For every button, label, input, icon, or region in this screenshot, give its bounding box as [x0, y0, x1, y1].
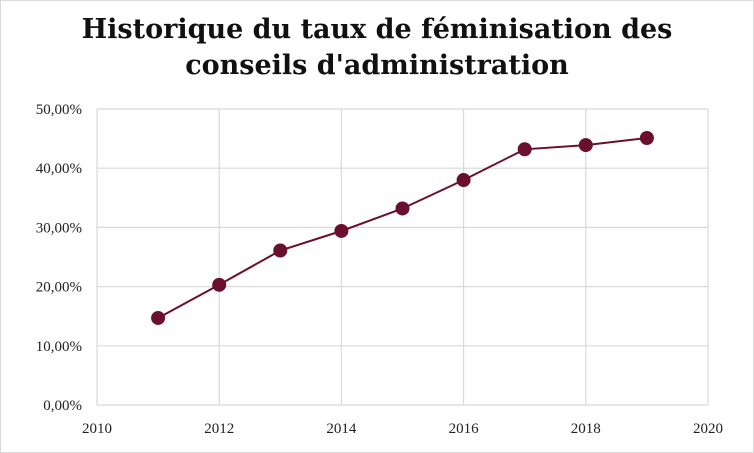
data-point — [517, 142, 532, 157]
data-point — [334, 223, 349, 238]
y-tick-label: 40,00% — [36, 161, 82, 177]
y-tick-label: 50,00% — [36, 102, 82, 118]
data-point — [273, 243, 288, 258]
y-tick-label: 20,00% — [36, 280, 82, 296]
chart-title-line-2: conseils d'administration — [185, 50, 569, 81]
data-point — [395, 201, 410, 216]
x-tick-label: 2016 — [449, 421, 480, 437]
series-line — [157, 137, 648, 319]
data-point — [151, 310, 166, 325]
x-tick-label: 2014 — [326, 421, 357, 437]
x-tick-label: 2010 — [82, 421, 112, 437]
data-point — [456, 173, 471, 188]
y-tick-label: 10,00% — [36, 339, 82, 355]
x-tick-label: 2018 — [571, 421, 601, 437]
chart-title-line-1: Historique du taux de féminisation des — [81, 14, 673, 45]
x-tick-label: 2020 — [693, 421, 723, 437]
y-tick-label: 0,00% — [43, 398, 82, 414]
data-point — [578, 138, 593, 153]
x-tick-label: 2012 — [204, 421, 234, 437]
chart-title: Historique du taux de féminisation des c… — [0, 12, 754, 84]
data-point — [212, 277, 227, 292]
data-point — [639, 131, 654, 146]
y-tick-label: 30,00% — [36, 220, 82, 236]
